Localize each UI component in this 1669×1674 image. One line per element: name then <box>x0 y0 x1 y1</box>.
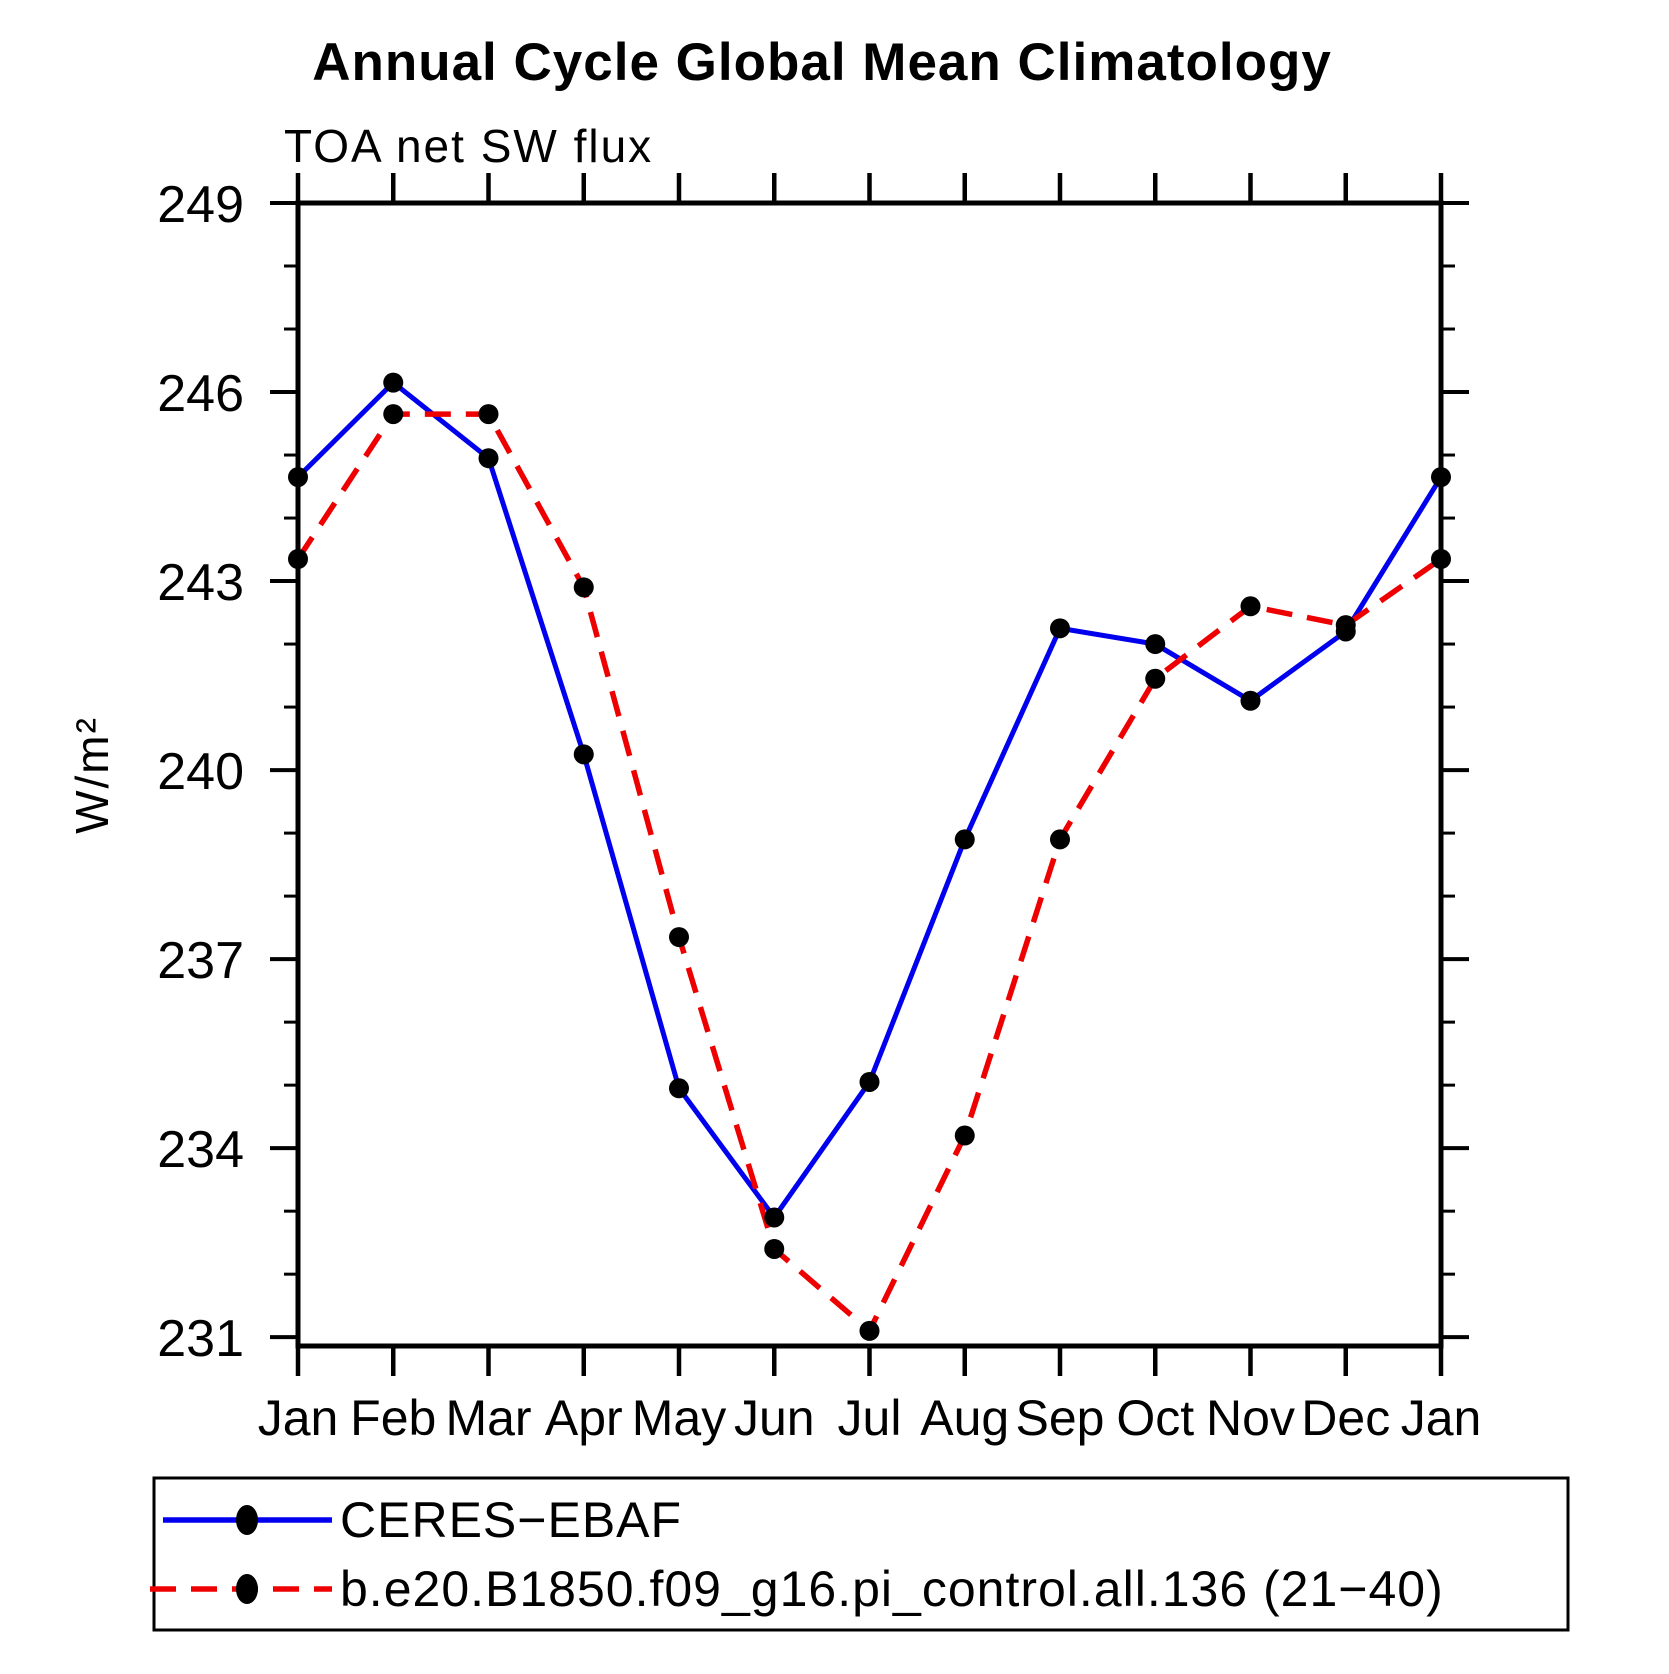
data-point-model-11 <box>1335 615 1356 636</box>
data-point-model-8 <box>1050 829 1070 850</box>
x-tick-label: Jul <box>838 1390 902 1446</box>
x-tick-label: Oct <box>1116 1390 1194 1446</box>
y-tick-label: 231 <box>157 1310 244 1368</box>
x-tick-label: Mar <box>445 1390 531 1446</box>
y-tick-label: 246 <box>157 365 244 423</box>
data-point-model-10 <box>1240 596 1261 617</box>
y-tick-label: 237 <box>157 932 244 990</box>
x-tick-labels: Jan Feb Mar Apr May Jun Jul Aug Sep Oct Nov Dec Jan <box>258 1390 1482 1446</box>
data-point-ceres-6 <box>859 1071 880 1092</box>
data-point-ceres-7 <box>954 829 975 850</box>
x-tick-label: Apr <box>545 1390 623 1446</box>
legend-label-model: b.e20.B1850.f09_g16.pi_control.all.136 (… <box>340 1561 1444 1617</box>
y-axis-label: W/m² <box>66 716 118 834</box>
data-point-model-3 <box>573 577 594 598</box>
data-point-ceres-5 <box>764 1207 785 1228</box>
x-tick-label: Sep <box>1016 1390 1105 1446</box>
y-tick-label: 234 <box>157 1121 244 1179</box>
legend: CERES−EBAF b.e20.B1850.f09_g16.pi_contro… <box>150 1476 1570 1632</box>
data-point-model-9 <box>1145 668 1166 689</box>
chart-subtitle: TOA net SW flux <box>284 120 653 172</box>
legend-box <box>152 1476 1570 1632</box>
x-tick-label: Jun <box>734 1390 815 1446</box>
legend-sample-marker <box>236 1574 258 1604</box>
x-tick-marks <box>295 173 1444 1376</box>
legend-sample-marker <box>236 1505 258 1535</box>
x-tick-label: Dec <box>1301 1390 1390 1446</box>
y-tick-label: 243 <box>157 554 244 612</box>
data-point-ceres-4 <box>669 1078 689 1099</box>
legend-label-ceres: CERES−EBAF <box>340 1492 682 1548</box>
x-tick-label: Aug <box>920 1390 1009 1446</box>
data-point-ceres-9 <box>1145 634 1166 655</box>
chart-title: Annual Cycle Global Mean Climatology <box>312 33 1332 92</box>
data-point-model-2 <box>478 404 499 425</box>
plot-frame <box>295 200 1444 1349</box>
x-tick-label: Feb <box>350 1390 436 1446</box>
data-point-model-4 <box>669 927 689 948</box>
data-point-ceres-3 <box>573 744 594 765</box>
y-tick-labels: 231 234 237 240 243 246 249 <box>157 176 244 1368</box>
y-tick-label: 240 <box>157 743 244 801</box>
x-tick-label: Nov <box>1206 1390 1295 1446</box>
data-point-ceres-1 <box>383 372 404 393</box>
data-point-ceres-2 <box>478 448 499 469</box>
data-series <box>288 372 1451 1341</box>
data-point-model-5 <box>764 1238 785 1259</box>
x-tick-label: May <box>632 1390 726 1446</box>
data-point-model-7 <box>954 1125 975 1146</box>
x-tick-label: Jan <box>1401 1390 1482 1446</box>
legend-line-samples <box>150 1505 332 1604</box>
data-point-ceres-10 <box>1240 690 1261 711</box>
data-point-model-6 <box>859 1320 880 1341</box>
data-point-ceres-8 <box>1050 618 1070 639</box>
data-point-model-1 <box>383 404 404 425</box>
x-tick-label: Jan <box>258 1390 339 1446</box>
y-tick-label: 249 <box>157 176 244 234</box>
